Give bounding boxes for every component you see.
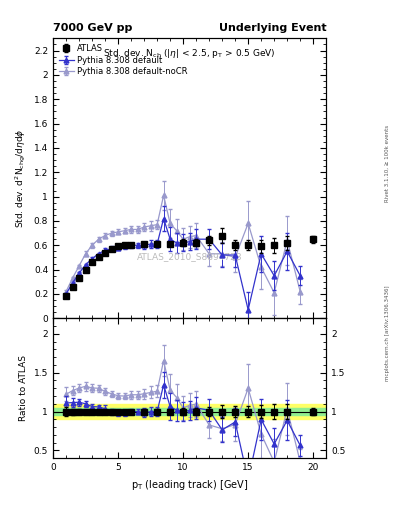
Text: ATLAS_2010_S8894728: ATLAS_2010_S8894728	[137, 252, 242, 261]
Text: Underlying Event: Underlying Event	[219, 23, 326, 33]
Bar	[53, 408, 326, 415]
Text: Rivet 3.1.10, ≥ 100k events: Rivet 3.1.10, ≥ 100k events	[385, 125, 389, 202]
X-axis label: p$_{\rm T}$ (leading track) [GeV]: p$_{\rm T}$ (leading track) [GeV]	[131, 478, 248, 492]
Y-axis label: Std. dev. d$^2$N$_{\rm chg}$/d$\eta$d$\phi$: Std. dev. d$^2$N$_{\rm chg}$/d$\eta$d$\p…	[14, 129, 28, 228]
Legend: ATLAS, Pythia 8.308 default, Pythia 8.308 default-noCR: ATLAS, Pythia 8.308 default, Pythia 8.30…	[55, 41, 191, 79]
Text: 7000 GeV pp: 7000 GeV pp	[53, 23, 132, 33]
Text: mcplots.cern.ch [arXiv:1306.3436]: mcplots.cern.ch [arXiv:1306.3436]	[385, 285, 389, 380]
Text: Std. dev. N$_{\rm ch}$ ($|\eta|$ < 2.5, p$_{\rm T}$ > 0.5 GeV): Std. dev. N$_{\rm ch}$ ($|\eta|$ < 2.5, …	[103, 47, 276, 60]
Bar	[53, 404, 326, 419]
Y-axis label: Ratio to ATLAS: Ratio to ATLAS	[19, 355, 28, 421]
